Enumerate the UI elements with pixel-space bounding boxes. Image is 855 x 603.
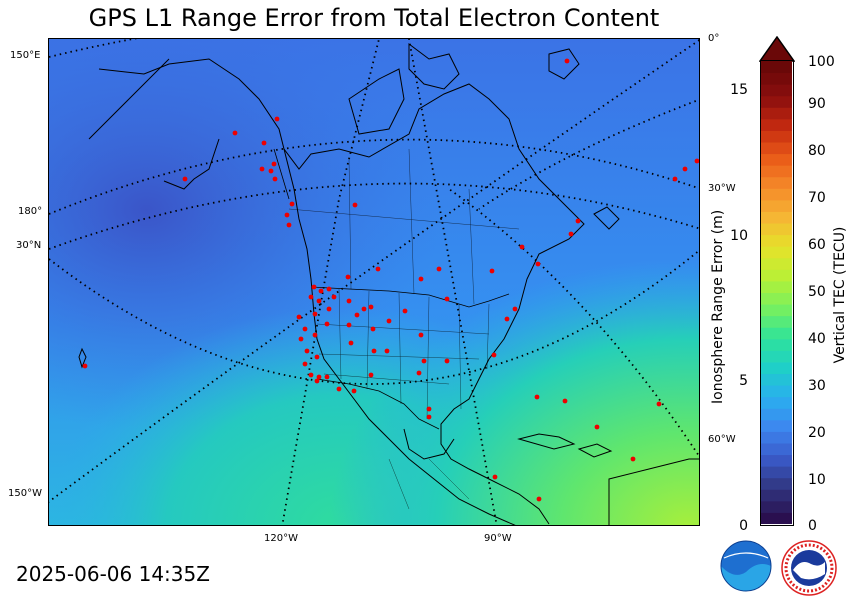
colorbar-band [761, 454, 792, 467]
colorbar-band [761, 61, 792, 74]
colorbar-band [761, 315, 792, 328]
colorbar-band [761, 338, 792, 351]
colorbar-band [761, 234, 792, 247]
timestamp: 2025-06-06 14:35Z [16, 562, 210, 586]
tec-tick-40: 40 [808, 331, 826, 347]
colorbar-band [761, 176, 792, 189]
tec-tick-20: 20 [808, 425, 826, 441]
lon-label-0: 0° [708, 33, 720, 44]
colorbar-band [761, 350, 792, 363]
tec-map [48, 38, 700, 526]
tec-tick-80: 80 [808, 143, 826, 159]
tec-tick-60: 60 [808, 237, 826, 253]
lon-label-90w: 90°W [484, 533, 512, 544]
noaa-logo [720, 540, 772, 592]
tec-tick-70: 70 [808, 190, 826, 206]
range-tick-15: 15 [730, 82, 748, 98]
colorbar-band [761, 142, 792, 155]
lat-label-30n: 30°N [16, 240, 42, 251]
coastlines [78, 43, 699, 525]
colorbar-band [761, 118, 792, 131]
colorbar-band [761, 165, 792, 178]
colorbar-band [761, 246, 792, 259]
colorbar-band [761, 442, 792, 456]
tec-axis-label: Vertical TEC (TECU) [832, 226, 848, 364]
colorbar-band [761, 373, 792, 386]
colorbar-band [761, 361, 792, 375]
colorbar-band [761, 500, 792, 513]
colorbar-band [761, 280, 792, 293]
tec-tick-10: 10 [808, 472, 826, 488]
colorbar-band [761, 385, 792, 398]
colorbar-band [761, 327, 792, 340]
colorbar-band [761, 512, 792, 524]
colorbar-band [761, 419, 792, 432]
colorbar [760, 60, 794, 526]
tec-tick-50: 50 [808, 284, 826, 300]
tec-tick-30: 30 [808, 378, 826, 394]
graticule-dotted [49, 39, 699, 525]
colorbar-band [761, 153, 792, 166]
colorbar-band [761, 396, 792, 409]
colorbar-band [761, 304, 792, 317]
national-weather-service-logo [781, 540, 837, 596]
colorbar-steps [761, 61, 792, 524]
tec-tick-90: 90 [808, 96, 826, 112]
colorbar-band [761, 223, 792, 236]
lat-label-150e: 150°E [10, 50, 41, 61]
colorbar-band [761, 431, 792, 444]
colorbar-band [761, 95, 792, 108]
colorbar-band [761, 477, 792, 490]
colorbar-band [761, 269, 792, 282]
colorbar-band [761, 489, 792, 502]
colorbar-band [761, 292, 792, 305]
colorbar-band [761, 84, 792, 97]
tec-map-svg [49, 39, 699, 525]
colorbar-band [761, 188, 792, 201]
chart-title: GPS L1 Range Error from Total Electron C… [88, 4, 660, 32]
lon-label-30w: 30°W [708, 183, 736, 194]
range-tick-0: 0 [739, 518, 748, 534]
colorbar-band [761, 408, 792, 421]
range-axis-label: Ionosphere Range Error (m) [710, 209, 726, 404]
colorbar-band [761, 466, 792, 479]
lon-label-120w: 120°W [264, 533, 298, 544]
colorbar-band [761, 257, 792, 270]
range-tick-10: 10 [730, 228, 748, 244]
lat-label-150w: 150°W [8, 488, 42, 499]
gps-station-markers [82, 58, 699, 502]
colorbar-band [761, 72, 792, 85]
colorbar-band [761, 199, 792, 212]
lat-label-180: 180° [18, 206, 43, 217]
state-province-borders [288, 148, 520, 510]
colorbar-band [761, 211, 792, 224]
range-tick-5: 5 [739, 373, 748, 389]
colorbar-band [761, 130, 792, 143]
colorbar-extend-arrow [759, 36, 795, 62]
lon-label-60w: 60°W [708, 434, 736, 445]
colorbar-band [761, 107, 792, 120]
tec-tick-100: 100 [808, 54, 835, 70]
tec-tick-0: 0 [808, 518, 817, 534]
